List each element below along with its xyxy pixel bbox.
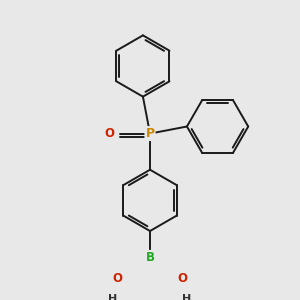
Text: H: H bbox=[108, 294, 118, 300]
Text: H: H bbox=[182, 294, 192, 300]
Text: O: O bbox=[177, 272, 187, 285]
Text: P: P bbox=[146, 127, 154, 140]
Text: O: O bbox=[104, 127, 114, 140]
Text: B: B bbox=[146, 251, 154, 264]
Text: O: O bbox=[113, 272, 123, 285]
